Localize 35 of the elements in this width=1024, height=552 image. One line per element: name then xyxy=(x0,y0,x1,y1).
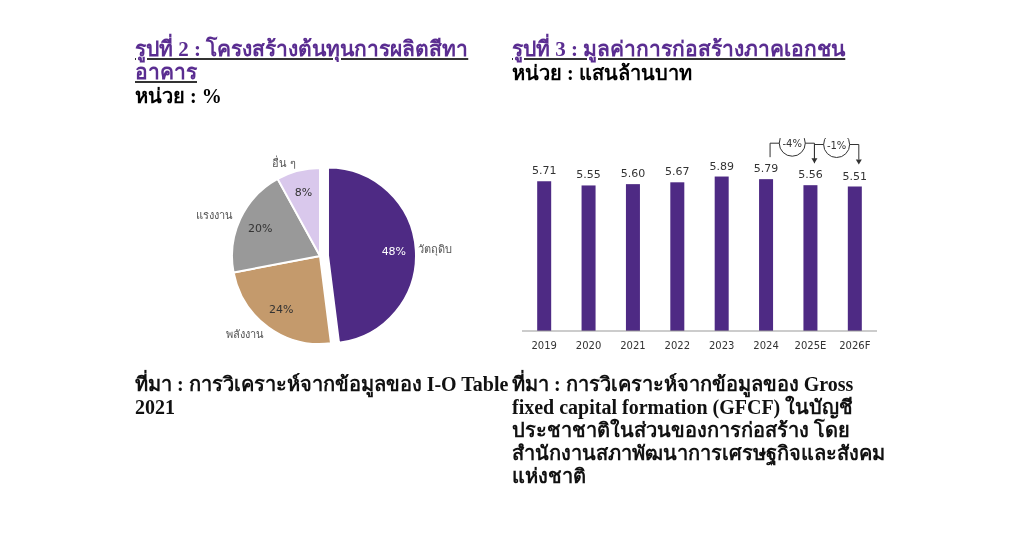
bar xyxy=(847,186,862,331)
data-label: 5.51 xyxy=(842,169,868,183)
x-tick-label: 2020 xyxy=(575,340,602,351)
x-tick-label: 2025E xyxy=(794,340,827,351)
x-tick-label: 2024 xyxy=(753,340,779,351)
text: -4% xyxy=(782,138,802,150)
bar xyxy=(625,184,640,331)
x-tick-label: 2026F xyxy=(839,340,871,351)
slice-label: วัตถุดิบ xyxy=(417,243,452,257)
data-label: 5.71 xyxy=(531,164,557,178)
data-label: 20% xyxy=(248,221,273,235)
bar xyxy=(537,181,552,331)
bar xyxy=(581,185,596,331)
chart-subtitle: หน่วย : % xyxy=(135,84,223,108)
data-label: 5.55 xyxy=(576,168,601,182)
data-label: 8% xyxy=(294,186,313,200)
bar xyxy=(803,185,818,331)
data-label: 24% xyxy=(268,303,294,317)
data-label: 48% xyxy=(381,245,407,259)
bar xyxy=(714,176,729,331)
data-label: 5.60 xyxy=(620,167,646,181)
bar xyxy=(759,179,774,331)
text: -1% xyxy=(826,139,847,151)
x-tick-label: 2022 xyxy=(664,340,691,351)
bar xyxy=(670,182,685,331)
data-label: 5.79 xyxy=(753,162,779,176)
data-label: 5.89 xyxy=(709,159,734,173)
x-tick-label: 2021 xyxy=(620,340,646,351)
x-tick-label: 2023 xyxy=(708,340,735,351)
slice-label: พลังงาน xyxy=(225,327,264,341)
x-tick-label: 2019 xyxy=(531,340,557,351)
data-label: 5.56 xyxy=(798,168,823,182)
slice-label: แรงงาน xyxy=(196,209,234,223)
slice-label: อื่น ๆ xyxy=(271,155,297,171)
data-label: 5.67 xyxy=(665,165,690,179)
